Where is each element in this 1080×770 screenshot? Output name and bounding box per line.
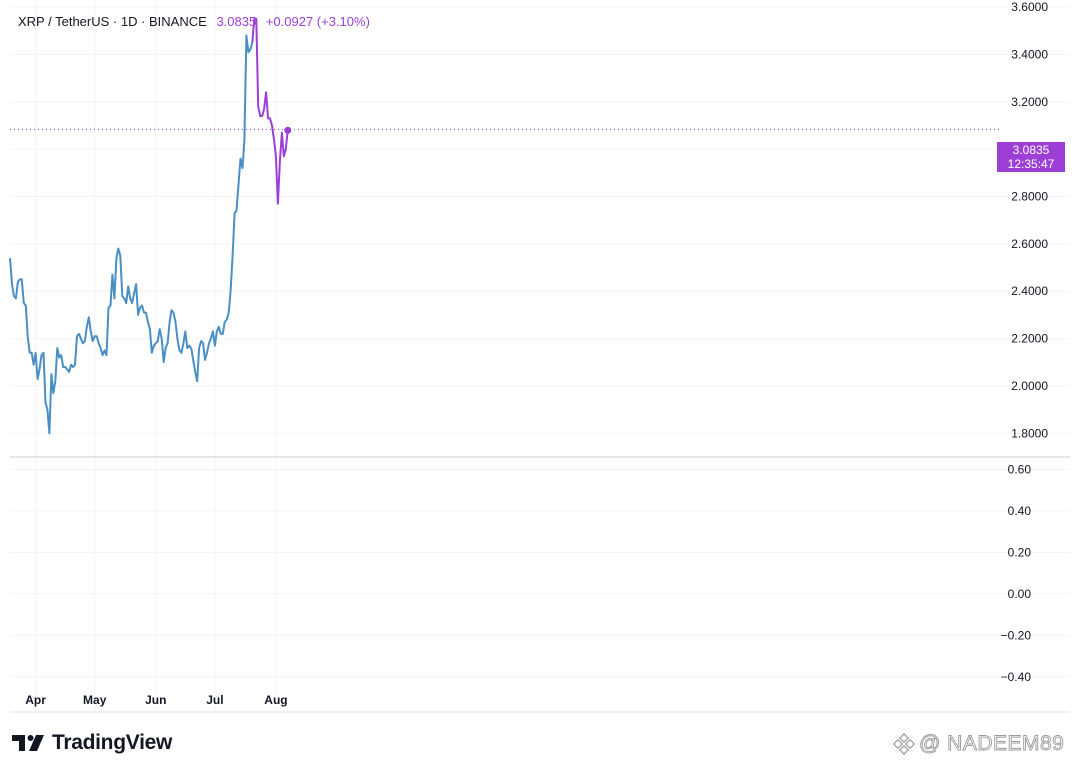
tradingview-logo[interactable]: TradingView	[12, 731, 172, 755]
series-layer	[9, 17, 292, 435]
time-axis: Apr May Jun Jul Aug	[25, 693, 287, 707]
y-tick-label: −0.40	[1001, 670, 1032, 684]
price-change: +0.0927 (+3.10%)	[265, 14, 370, 29]
last-price-dot	[284, 126, 292, 134]
watermark: @ NADEEM89	[893, 732, 1064, 756]
y-tick-label: 3.4000	[1011, 47, 1048, 61]
binance-square-icon	[893, 733, 915, 755]
x-tick-label: Apr	[25, 693, 46, 707]
y-tick-label: 2.2000	[1011, 332, 1048, 346]
bar-countdown: 12:35:47	[1007, 157, 1055, 171]
watermark-text: @ NADEEM89	[919, 732, 1065, 756]
price-axis: 1.80002.00002.20002.40002.60002.80003.00…	[1011, 0, 1048, 440]
y-tick-label: 0.60	[1008, 462, 1032, 476]
x-tick-label: Jun	[145, 693, 166, 707]
y-tick-label: 0.00	[1008, 587, 1032, 601]
grid-lines	[10, 0, 1070, 712]
tradingview-logo-icon	[12, 735, 44, 751]
y-tick-label: 2.0000	[1011, 379, 1048, 393]
price-line-before	[9, 34, 254, 435]
y-tick-label: 2.8000	[1011, 190, 1048, 204]
y-tick-label: 0.20	[1008, 545, 1032, 559]
y-tick-label: 1.8000	[1011, 426, 1048, 440]
x-tick-label: May	[83, 693, 107, 707]
x-tick-label: Jul	[206, 693, 223, 707]
y-tick-label: 3.6000	[1011, 0, 1048, 14]
last-price-tag: 3.0835 12:35:47	[997, 142, 1065, 172]
indicator-axis: 0.60 0.40 0.20 0.00 −0.20 −0.40	[1001, 462, 1032, 683]
x-tick-label: Aug	[264, 693, 287, 707]
brand-name: TradingView	[52, 731, 173, 754]
y-tick-label: 2.4000	[1011, 284, 1048, 298]
y-tick-label: 0.40	[1008, 504, 1032, 518]
last-price-value: 3.0835	[1012, 143, 1050, 157]
symbol-label[interactable]: XRP / TetherUS · 1D · BINANCE	[18, 14, 207, 29]
price-value: 3.0835	[216, 14, 257, 29]
y-tick-label: 3.2000	[1011, 95, 1048, 109]
y-tick-label: 2.6000	[1011, 237, 1048, 251]
y-tick-label: −0.20	[1001, 628, 1032, 642]
price-line-after	[251, 17, 289, 205]
chart-header: XRP / TetherUS · 1D · BINANCE 3.0835 +0.…	[18, 14, 370, 29]
